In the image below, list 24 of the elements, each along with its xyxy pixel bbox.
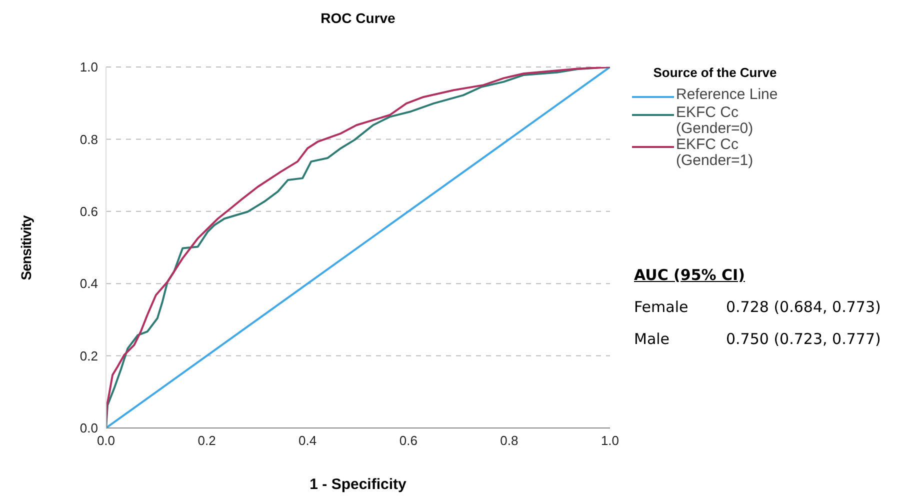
x-tick-label: 0.6 [399,433,418,448]
text: 0.728 (0.684, 0.773) [726,298,881,316]
legend-title: Source of the Curve [652,65,778,80]
x-tick-label: 0.2 [198,433,216,448]
y-axis-title: Sensitivity [18,216,34,280]
y-tick-label: 0.2 [80,348,98,364]
x-tick-label: 1.0 [600,433,620,448]
chart-title: ROC Curve [320,10,396,26]
legend-label: EKFC Cc (Gender=1) [676,136,754,169]
text: Male [634,330,671,348]
text: AUC (95% CI) [634,266,746,284]
x-tick-label: 0.0 [96,433,116,448]
y-tick-label: 0.6 [80,204,98,220]
legend-label: EKFC Cc (Gender=0) [676,104,754,137]
x-tick-label: 0.8 [500,433,518,448]
x-axis-title: 1 - Specificity [308,476,408,493]
y-tick-label: 1.0 [80,60,98,75]
y-tick-label: 0.0 [80,420,98,436]
legend-label: Reference Line [676,86,779,103]
y-tick-label: 0.4 [80,276,98,292]
text: Female [634,298,690,316]
text: 0.750 (0.723, 0.777) [726,330,881,348]
y-tick-label: 0.8 [80,132,98,147]
x-tick-label: 0.4 [298,433,317,448]
